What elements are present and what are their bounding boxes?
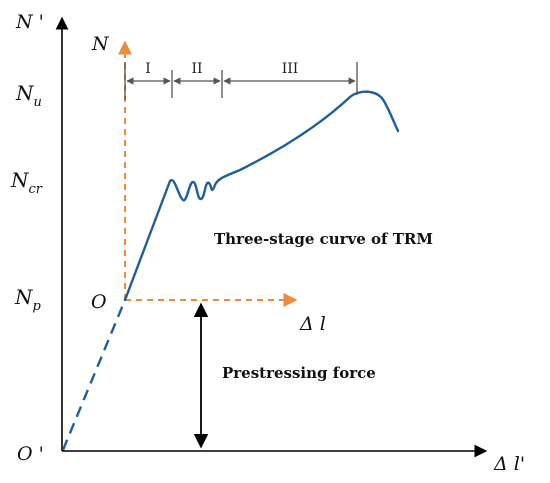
np-label: Np [14, 285, 42, 314]
nu-label: Nu [15, 81, 42, 110]
outer-x-axis-label: Δ l' [493, 453, 525, 475]
stage-label-1: I [145, 61, 151, 77]
inner-origin-label: O [91, 291, 107, 313]
inner-x-axis-label: Δ l [299, 313, 326, 335]
outer-origin-label: O ' [17, 443, 44, 465]
prestress-dashed-line [61, 299, 127, 451]
stage-label-2: II [191, 61, 202, 77]
curve-title: Three-stage curve of TRM [214, 230, 433, 248]
inner-y-axis-label: N [91, 33, 110, 55]
trm-curve [123, 90, 400, 302]
ncr-label: Ncr [10, 168, 43, 197]
outer-y-axis-label: N ' [15, 11, 44, 33]
stage-label-3: III [282, 61, 299, 77]
prestress-label: Prestressing force [222, 364, 376, 382]
